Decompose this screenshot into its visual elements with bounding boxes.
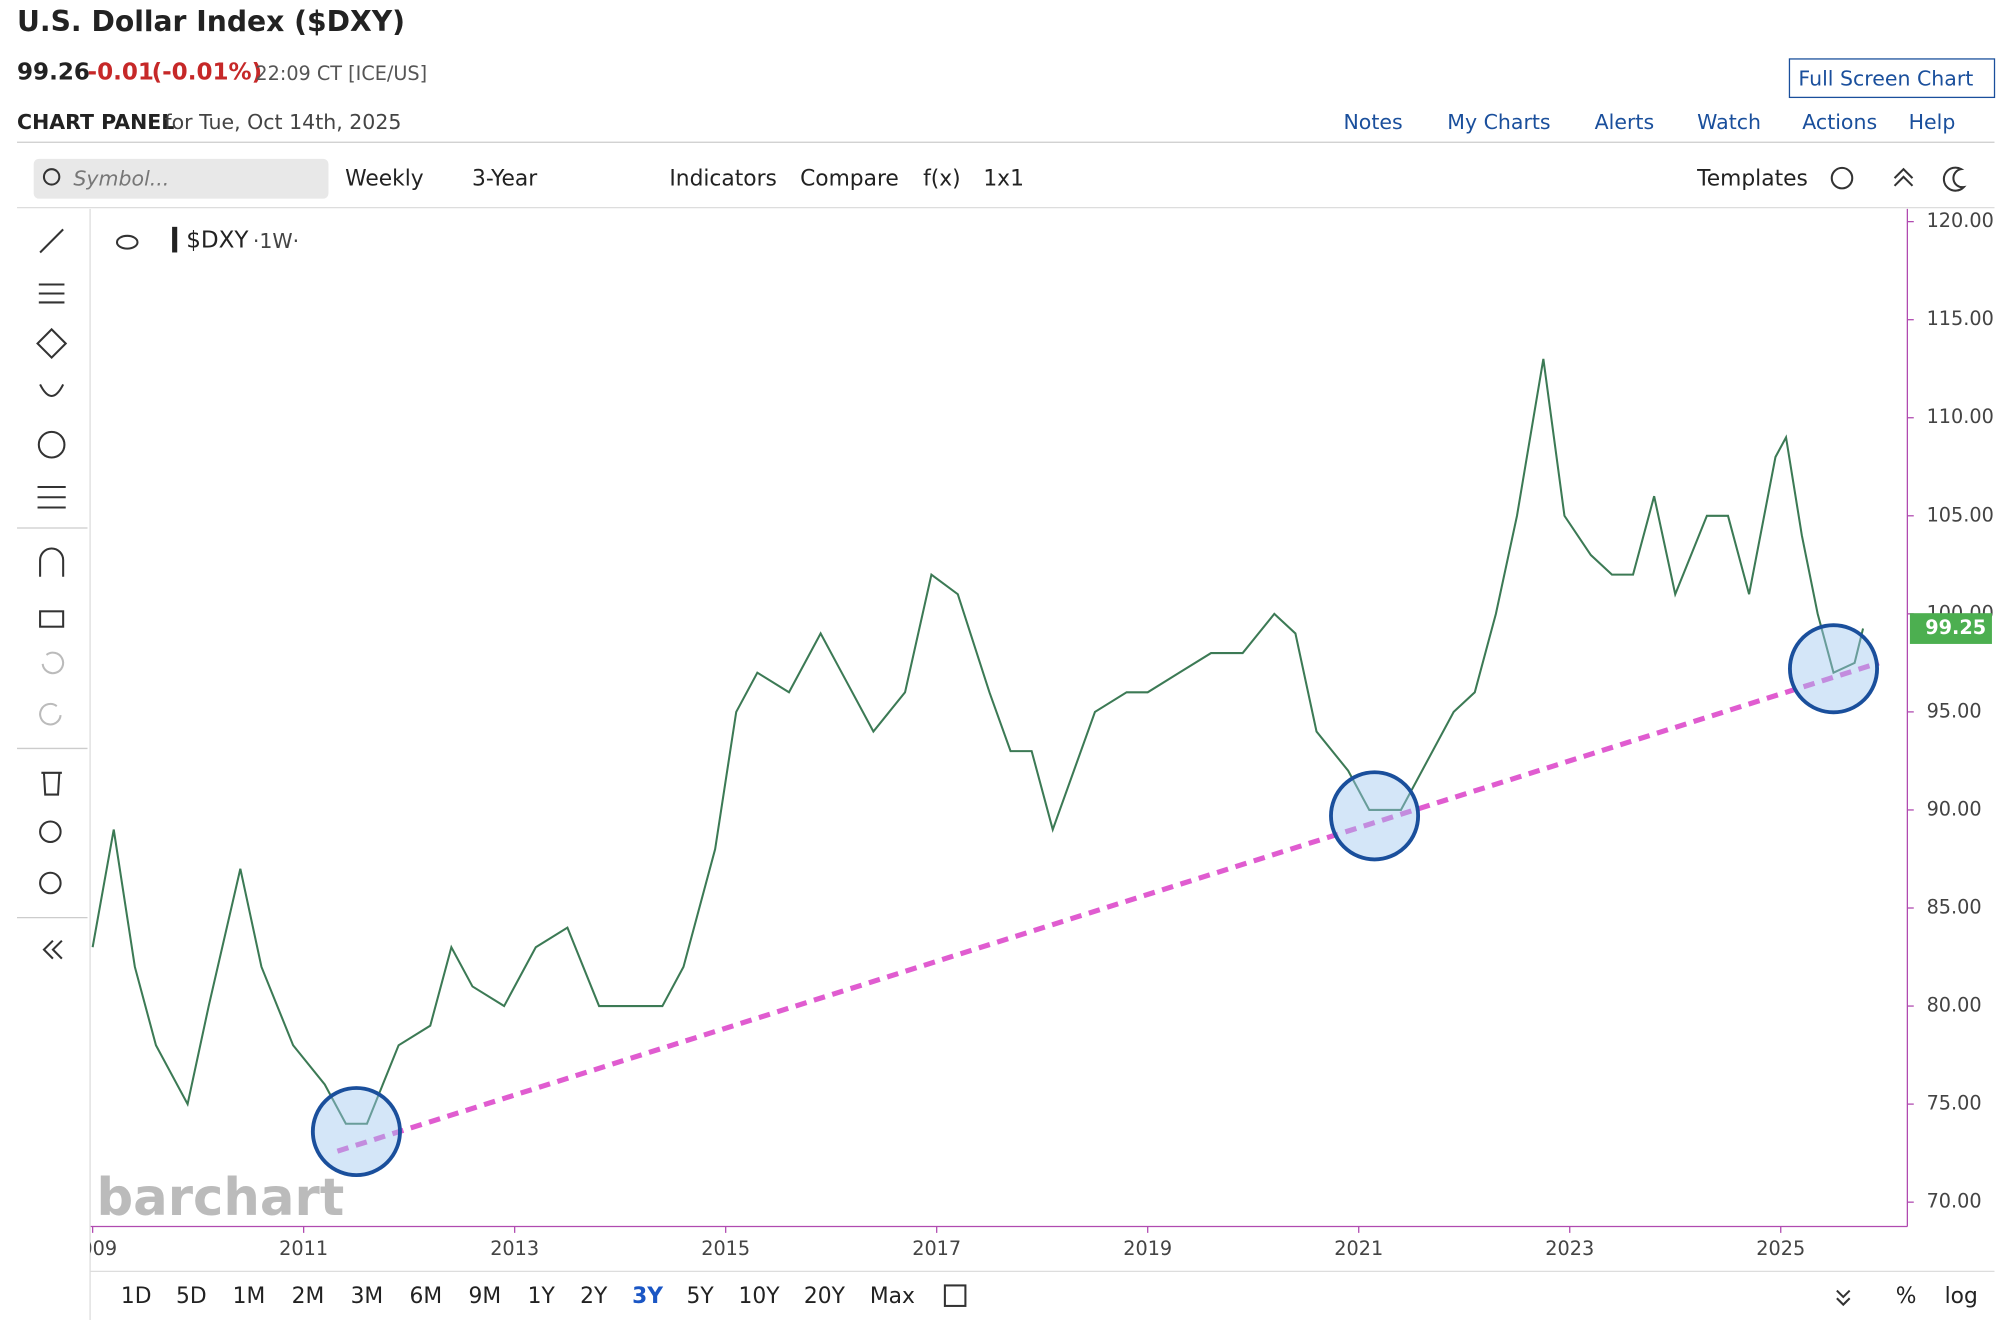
visibility-icon[interactable] (115, 234, 139, 250)
toolbar-item[interactable]: 1x1 (983, 166, 1024, 191)
change: -0.01 (88, 60, 154, 86)
y-tick-label: 120.00 (1927, 209, 1994, 232)
range-button[interactable]: 10Y (739, 1284, 781, 1309)
y-tick-label: 75.00 (1927, 1092, 1982, 1115)
x-tick-label: 2017 (912, 1237, 961, 1260)
tool-magnet[interactable] (39, 547, 65, 577)
toolbar-item[interactable]: Indicators (669, 166, 777, 191)
title: U.S. Dollar Index ($DXY) (17, 5, 405, 38)
range-button[interactable]: 20Y (804, 1284, 846, 1309)
settings-icon[interactable] (1830, 166, 1854, 190)
nav-link[interactable]: Alerts (1595, 110, 1654, 134)
expand-icon[interactable] (1836, 1289, 1851, 1307)
percent-toggle[interactable]: % (1896, 1284, 1917, 1309)
range-button[interactable]: 3Y (632, 1284, 663, 1309)
legend-bar (172, 226, 178, 253)
x-tick-label: 2013 (490, 1237, 539, 1260)
range-button[interactable]: 6M (410, 1284, 443, 1309)
tool-zoom-in[interactable] (39, 820, 62, 844)
price: 99.26 (17, 60, 90, 86)
price-line (91, 358, 1865, 1125)
range-button[interactable]: 1D (121, 1284, 152, 1309)
tool-delete[interactable] (41, 771, 62, 796)
tool-fib[interactable] (38, 283, 65, 304)
toolbar-item[interactable]: f(x) (923, 166, 961, 191)
watermark: barchart (96, 1168, 344, 1228)
nav: Notes My Charts Alerts Watch Actions Help (1343, 110, 1955, 134)
tool-collapse[interactable] (42, 939, 63, 960)
log-toggle[interactable]: log (1945, 1284, 1978, 1309)
templates[interactable]: Templates (1696, 166, 1808, 191)
tool-line[interactable] (39, 228, 64, 254)
highlight-circle (310, 1086, 402, 1178)
y-tick-label: 80.00 (1927, 994, 1982, 1017)
search-box[interactable] (33, 158, 329, 199)
tool-shape[interactable] (36, 327, 68, 360)
x-tick-label: 2011 (279, 1237, 328, 1260)
quote-time: 22:09 CT [ICE/US] (255, 62, 427, 85)
tool-lock[interactable] (39, 610, 65, 628)
x-tick-label: 2009 (68, 1237, 117, 1260)
x-ticks: 2009 2011 2013 2015 2017 2019 2021 2023 2025 (68, 1237, 1805, 1260)
last-price-label: 99.25 (1925, 616, 1986, 639)
x-tick-label: 2015 (701, 1237, 750, 1260)
x-tick-label: 2019 (1123, 1237, 1172, 1260)
range-bar: 1D 5D 1M 2M 3M 6M 9M 1Y 2Y 3Y 5Y 10Y 20Y Max (121, 1284, 915, 1309)
tool-curve[interactable] (39, 384, 65, 398)
last-price-tag (1909, 613, 1992, 644)
y-tick-label: 105.00 (1927, 503, 1994, 526)
collapse-icon[interactable] (1893, 167, 1914, 187)
x-tick-label: 2025 (1756, 1237, 1805, 1260)
toolbar-item[interactable]: 3-Year (472, 166, 537, 191)
tool-measure[interactable] (37, 485, 66, 509)
range-button[interactable]: 9M (468, 1284, 501, 1309)
change-pct: (-0.01%) (152, 60, 263, 86)
range-button[interactable]: 1Y (528, 1284, 556, 1309)
search-placeholder[interactable]: Symbol... (73, 166, 169, 190)
plot (91, 358, 1880, 1178)
panel-label: CHART PANEL (17, 110, 174, 134)
legend-symbol: $DXY (186, 227, 249, 253)
x-tick-label: 2021 (1334, 1237, 1383, 1260)
tool-redo[interactable] (39, 702, 62, 726)
range-button[interactable]: 1M (233, 1284, 266, 1309)
nav-link[interactable]: Actions (1802, 110, 1877, 134)
highlight-circle (1329, 770, 1421, 862)
legend-interval: ·1W· (253, 229, 299, 253)
y-tick-label: 95.00 (1927, 699, 1982, 722)
calendar-icon[interactable] (943, 1284, 967, 1307)
toolbar-item[interactable]: Weekly (345, 166, 424, 191)
y-tick-label: 70.00 (1927, 1190, 1982, 1213)
x-tick-label: 2023 (1545, 1237, 1594, 1260)
range-button[interactable]: 2M (292, 1284, 325, 1309)
range-button[interactable]: 5D (176, 1284, 207, 1309)
full-screen-button[interactable] (1788, 58, 1996, 99)
y-tick-label: 110.00 (1927, 405, 1994, 428)
y-tick-label: 90.00 (1927, 797, 1982, 820)
nav-link[interactable]: My Charts (1447, 110, 1550, 134)
y-tick-label: 85.00 (1927, 896, 1982, 919)
range-button[interactable]: 3M (351, 1284, 384, 1309)
left-tools (17, 228, 88, 960)
range-button[interactable]: 2Y (580, 1284, 608, 1309)
nav-link[interactable]: Notes (1343, 110, 1402, 134)
tool-undo[interactable] (41, 651, 65, 675)
full-screen-text[interactable]: Full Screen Chart (1798, 66, 1973, 90)
trendline (336, 660, 1880, 1154)
toolbar: Weekly 3-Year Indicators Compare f(x) 1x1 (345, 166, 1024, 191)
tool-zoom-out[interactable] (39, 871, 62, 895)
y-tick-label: 115.00 (1927, 307, 1994, 330)
toolbar-item[interactable]: Compare (800, 166, 899, 191)
range-button[interactable]: Max (870, 1284, 915, 1309)
dark-mode-icon[interactable] (1942, 166, 1967, 192)
nav-link[interactable]: Help (1909, 110, 1956, 134)
search-icon (42, 168, 61, 186)
highlight-circle (1788, 623, 1880, 715)
panel-date: for Tue, Oct 14th, 2025 (164, 110, 401, 134)
nav-link[interactable]: Watch (1697, 110, 1761, 134)
range-button[interactable]: 5Y (687, 1284, 715, 1309)
tool-count[interactable] (37, 430, 66, 459)
axes: 70.0075.0080.0085.0090.0095.00100.00105.… (68, 209, 1994, 1260)
